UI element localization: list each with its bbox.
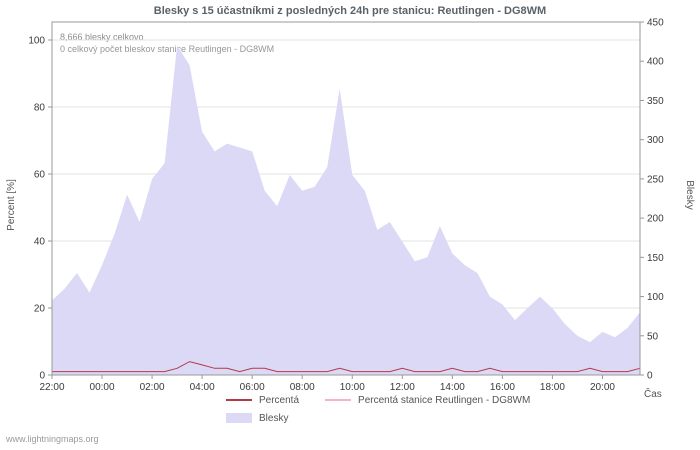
x-tick-label: 08:00 bbox=[290, 382, 315, 393]
y-right-tick-label: 0 bbox=[647, 371, 653, 382]
annotation-total-strikes: 8,666 blesky celkovo bbox=[60, 32, 144, 42]
x-axis-label: Čas bbox=[644, 389, 662, 400]
x-tick-label: 20:00 bbox=[590, 382, 615, 393]
y-right-tick-label: 400 bbox=[647, 57, 664, 68]
x-tick-label: 02:00 bbox=[140, 382, 165, 393]
y-axis-right-label: Blesky bbox=[684, 180, 695, 209]
y-left-tick-label: 0 bbox=[39, 371, 45, 382]
x-tick-label: 04:00 bbox=[190, 382, 215, 393]
y-left-tick-label: 40 bbox=[34, 237, 46, 248]
y-right-tick-label: 300 bbox=[647, 135, 664, 146]
x-tick-label: 06:00 bbox=[240, 382, 265, 393]
y-right-tick-label: 350 bbox=[647, 96, 664, 107]
legend-swatch-percenta bbox=[226, 399, 252, 401]
plot-border bbox=[51, 21, 641, 376]
legend-row-lines: Percentá Percentá stanice Reutlingen - D… bbox=[226, 391, 530, 409]
x-tick-label: 22:00 bbox=[39, 382, 64, 393]
legend-label-percenta: Percentá bbox=[259, 394, 300, 406]
x-tick-label: 00:00 bbox=[90, 382, 115, 393]
y-left-tick-label: 60 bbox=[34, 170, 46, 181]
y-right-tick-label: 450 bbox=[647, 18, 664, 29]
legend-row-area: Blesky bbox=[226, 409, 530, 427]
legend: Percentá Percentá stanice Reutlingen - D… bbox=[226, 391, 530, 427]
line-series-percent bbox=[52, 361, 641, 373]
legend-label-blesky: Blesky bbox=[259, 412, 289, 424]
legend-swatch-blesky bbox=[226, 413, 252, 423]
legend-label-station: Percentá stanice Reutlingen - DG8WM bbox=[358, 394, 531, 406]
y-left-tick-label: 100 bbox=[28, 36, 45, 47]
x-tick-label: 10:00 bbox=[340, 382, 365, 393]
x-tick-label: 14:00 bbox=[440, 382, 465, 393]
y-left-tick-label: 80 bbox=[34, 103, 46, 114]
y-right-tick-label: 50 bbox=[647, 331, 659, 342]
y-axis-left-label: Percent [%] bbox=[6, 179, 17, 231]
x-tick-label: 16:00 bbox=[490, 382, 515, 393]
annotation-station-strikes: 0 celkový počet bleskov stanice Reutling… bbox=[60, 44, 275, 54]
y-right-tick-label: 250 bbox=[647, 174, 664, 185]
legend-swatch-station bbox=[325, 399, 352, 401]
y-left-tick-label: 20 bbox=[34, 304, 46, 315]
y-right-tick-label: 200 bbox=[647, 214, 664, 225]
x-tick-label: 12:00 bbox=[390, 382, 415, 393]
chart-title: Blesky s 15 účastníkmi z posledných 24h … bbox=[153, 5, 547, 17]
watermark-link[interactable]: www.lightningmaps.org bbox=[6, 434, 99, 444]
x-tick-label: 18:00 bbox=[540, 382, 565, 393]
y-right-tick-label: 150 bbox=[647, 253, 664, 264]
area-series-blesky bbox=[52, 45, 640, 375]
y-right-tick-label: 100 bbox=[647, 292, 664, 303]
